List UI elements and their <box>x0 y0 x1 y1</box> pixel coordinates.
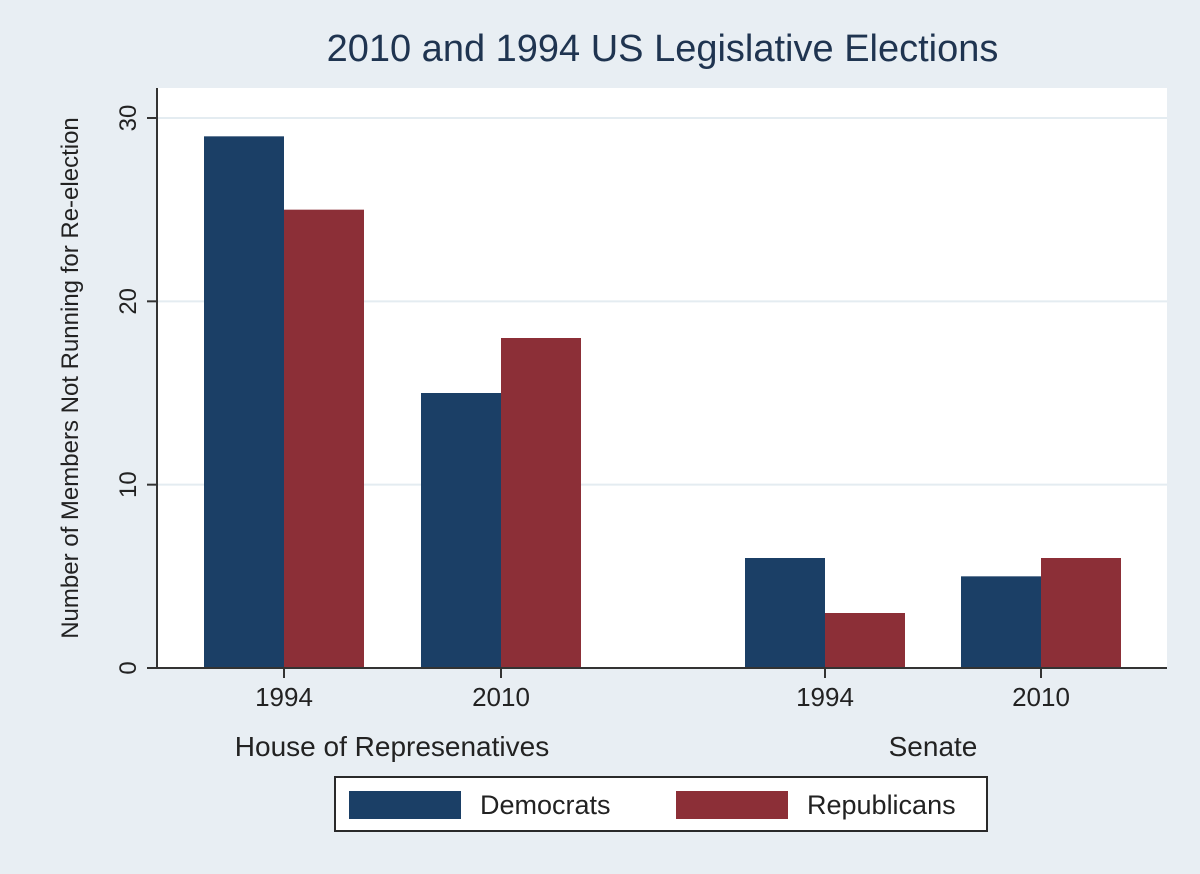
bars-layer <box>204 136 1121 669</box>
legend-swatch-democrats <box>349 791 461 819</box>
bar-democrats-0 <box>204 136 284 669</box>
x-tick-label: 1994 <box>796 682 854 712</box>
chart-title: 2010 and 1994 US Legislative Elections <box>326 28 999 70</box>
y-axis-ticks: 0 10 20 30 <box>115 105 157 675</box>
y-tick-label: 20 <box>115 288 142 315</box>
bar-republicans-2 <box>825 613 905 668</box>
y-tick-label: 0 <box>115 661 142 674</box>
x-tick-label: 2010 <box>472 682 530 712</box>
y-tick-label: 10 <box>115 471 142 498</box>
legend-label-democrats: Democrats <box>480 790 611 820</box>
legend: Democrats Republicans <box>334 776 988 832</box>
x-tick-label: 1994 <box>255 682 313 712</box>
bar-republicans-3 <box>1041 558 1121 668</box>
x-tick-label: 2010 <box>1012 682 1070 712</box>
legend-label-republicans: Republicans <box>807 790 956 820</box>
y-axis-label: Number of Members Not Running for Re-ele… <box>57 117 84 639</box>
group-labels: House of Represenatives Senate <box>235 731 978 762</box>
bar-democrats-2 <box>745 558 825 668</box>
bar-democrats-1 <box>421 393 501 668</box>
y-tick-label: 30 <box>115 105 142 132</box>
group-label: House of Represenatives <box>235 731 549 762</box>
x-axis-ticks: 1994 2010 1994 2010 <box>255 668 1070 712</box>
bar-republicans-0 <box>284 209 364 668</box>
group-label: Senate <box>889 731 978 762</box>
bar-republicans-1 <box>501 338 581 668</box>
legend-swatch-republicans <box>676 791 788 819</box>
bar-democrats-3 <box>961 576 1041 668</box>
